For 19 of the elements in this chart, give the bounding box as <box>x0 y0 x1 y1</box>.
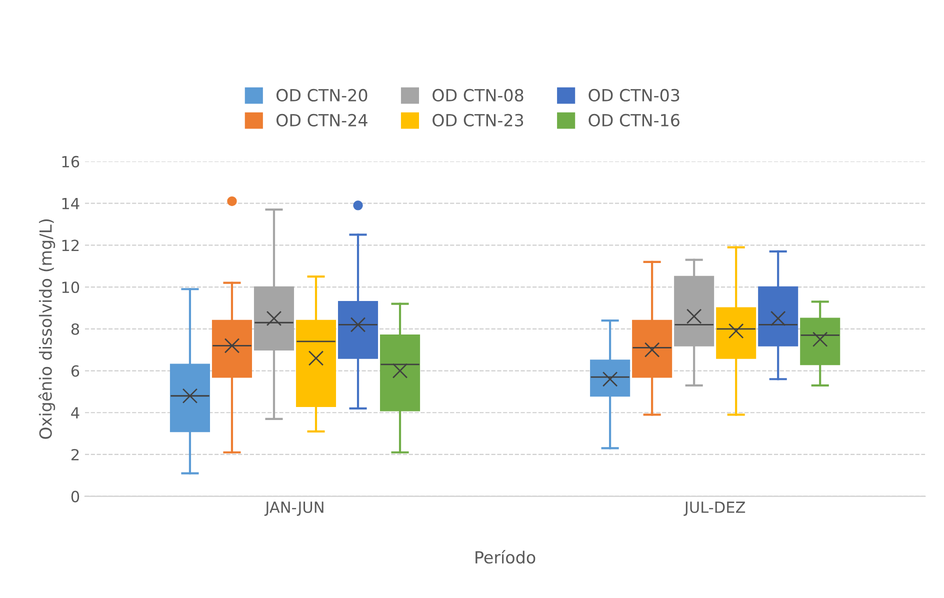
y-tick-label: 16 <box>62 156 80 168</box>
y-axis-title: Oxigênio dissolvido (mg/L) <box>38 219 56 439</box>
legend-label: OD CTN-16 <box>588 114 680 126</box>
y-tick-label: 8 <box>71 323 80 335</box>
x-tick-label: JUL-DEZ <box>684 502 746 516</box>
legend-label: OD CTN-24 <box>276 114 368 126</box>
y-tick-label: 4 <box>71 407 80 418</box>
y-tick-label: 0 <box>71 490 80 502</box>
legend-label: OD CTN-08 <box>432 88 524 102</box>
x-tick-label: JAN-JUN <box>264 502 324 516</box>
y-tick-label: 14 <box>62 198 80 210</box>
y-tick-label: 12 <box>62 240 79 251</box>
y-tick-label: 10 <box>62 282 80 294</box>
legend-label: OD CTN-03 <box>588 88 680 102</box>
x-axis-title: Período <box>476 550 536 564</box>
legend-label: OD CTN-20 <box>276 88 368 102</box>
legend-label: OD CTN-23 <box>432 114 524 126</box>
y-tick-label: 2 <box>72 448 79 460</box>
y-tick-label: 6 <box>71 365 80 377</box>
